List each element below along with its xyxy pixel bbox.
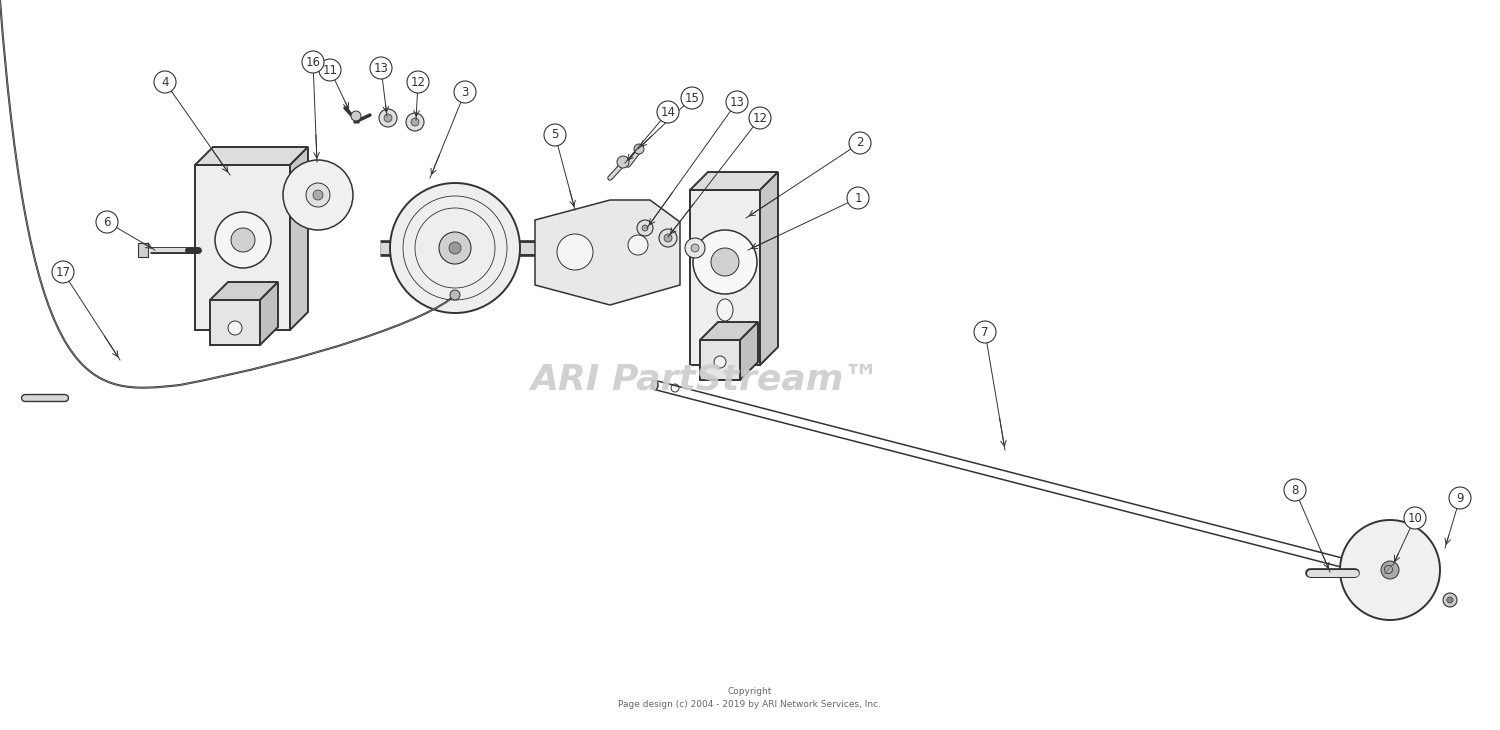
Circle shape: [302, 51, 324, 73]
Text: 12: 12: [411, 75, 426, 88]
Circle shape: [53, 261, 74, 283]
Circle shape: [448, 242, 460, 254]
Circle shape: [686, 238, 705, 258]
Circle shape: [1382, 561, 1400, 579]
Circle shape: [1284, 479, 1306, 501]
Circle shape: [214, 212, 272, 268]
Circle shape: [450, 290, 460, 300]
Circle shape: [664, 234, 672, 242]
Circle shape: [711, 248, 740, 276]
Text: 6: 6: [104, 215, 111, 228]
Ellipse shape: [652, 380, 658, 390]
Circle shape: [748, 107, 771, 129]
Circle shape: [231, 228, 255, 252]
Text: ARI PartStream™: ARI PartStream™: [530, 363, 879, 397]
Text: 13: 13: [374, 61, 388, 74]
Text: 15: 15: [684, 91, 699, 104]
Circle shape: [314, 190, 322, 200]
Text: 4: 4: [162, 75, 168, 88]
Circle shape: [658, 229, 676, 247]
Circle shape: [154, 71, 176, 93]
Circle shape: [406, 71, 429, 93]
Ellipse shape: [1388, 571, 1394, 580]
Circle shape: [847, 187, 868, 209]
Circle shape: [390, 183, 520, 313]
Polygon shape: [210, 282, 278, 300]
Text: 16: 16: [306, 55, 321, 69]
Circle shape: [616, 156, 628, 168]
Circle shape: [1449, 487, 1472, 509]
Text: 13: 13: [729, 96, 744, 109]
Polygon shape: [195, 165, 290, 330]
Text: $\varnothing$: $\varnothing$: [1382, 563, 1394, 577]
Text: 7: 7: [981, 326, 988, 339]
Text: 1: 1: [855, 191, 861, 204]
Polygon shape: [700, 322, 758, 340]
Polygon shape: [210, 300, 260, 345]
Text: 8: 8: [1292, 483, 1299, 496]
Circle shape: [974, 321, 996, 343]
Text: 5: 5: [552, 128, 558, 142]
Circle shape: [1443, 593, 1456, 607]
Circle shape: [454, 81, 476, 103]
Text: 12: 12: [753, 112, 768, 125]
Circle shape: [628, 235, 648, 255]
Text: 11: 11: [322, 64, 338, 77]
Circle shape: [96, 211, 118, 233]
Circle shape: [384, 114, 392, 122]
Polygon shape: [690, 172, 778, 190]
Polygon shape: [700, 340, 740, 380]
Text: 14: 14: [660, 106, 675, 118]
Polygon shape: [290, 147, 308, 330]
Circle shape: [657, 101, 680, 123]
Text: 3: 3: [462, 85, 468, 99]
Circle shape: [1448, 597, 1454, 603]
Circle shape: [642, 225, 648, 231]
Text: 17: 17: [56, 266, 70, 279]
Text: Copyright
Page design (c) 2004 - 2019 by ARI Network Services, Inc.: Copyright Page design (c) 2004 - 2019 by…: [618, 687, 882, 709]
Circle shape: [380, 109, 398, 127]
Circle shape: [638, 220, 652, 236]
Circle shape: [351, 111, 361, 121]
Circle shape: [1404, 507, 1426, 529]
Circle shape: [306, 183, 330, 207]
Polygon shape: [138, 243, 148, 257]
Circle shape: [284, 160, 352, 230]
Polygon shape: [690, 190, 760, 365]
Circle shape: [411, 118, 419, 126]
Circle shape: [370, 57, 392, 79]
Circle shape: [320, 59, 340, 81]
Circle shape: [544, 124, 566, 146]
Circle shape: [692, 244, 699, 252]
Circle shape: [556, 234, 592, 270]
Polygon shape: [760, 172, 778, 365]
Ellipse shape: [717, 299, 734, 321]
Circle shape: [440, 232, 471, 264]
Circle shape: [693, 230, 758, 294]
Circle shape: [714, 356, 726, 368]
Circle shape: [1340, 520, 1440, 620]
Polygon shape: [195, 147, 308, 165]
Circle shape: [681, 87, 703, 109]
Polygon shape: [260, 282, 278, 345]
Circle shape: [726, 91, 748, 113]
Circle shape: [406, 113, 424, 131]
Circle shape: [634, 144, 644, 154]
Circle shape: [228, 321, 242, 335]
Text: 10: 10: [1407, 512, 1422, 524]
Text: 9: 9: [1456, 491, 1464, 504]
Text: 2: 2: [856, 137, 864, 150]
Polygon shape: [536, 200, 680, 305]
Circle shape: [849, 132, 871, 154]
Polygon shape: [740, 322, 758, 380]
